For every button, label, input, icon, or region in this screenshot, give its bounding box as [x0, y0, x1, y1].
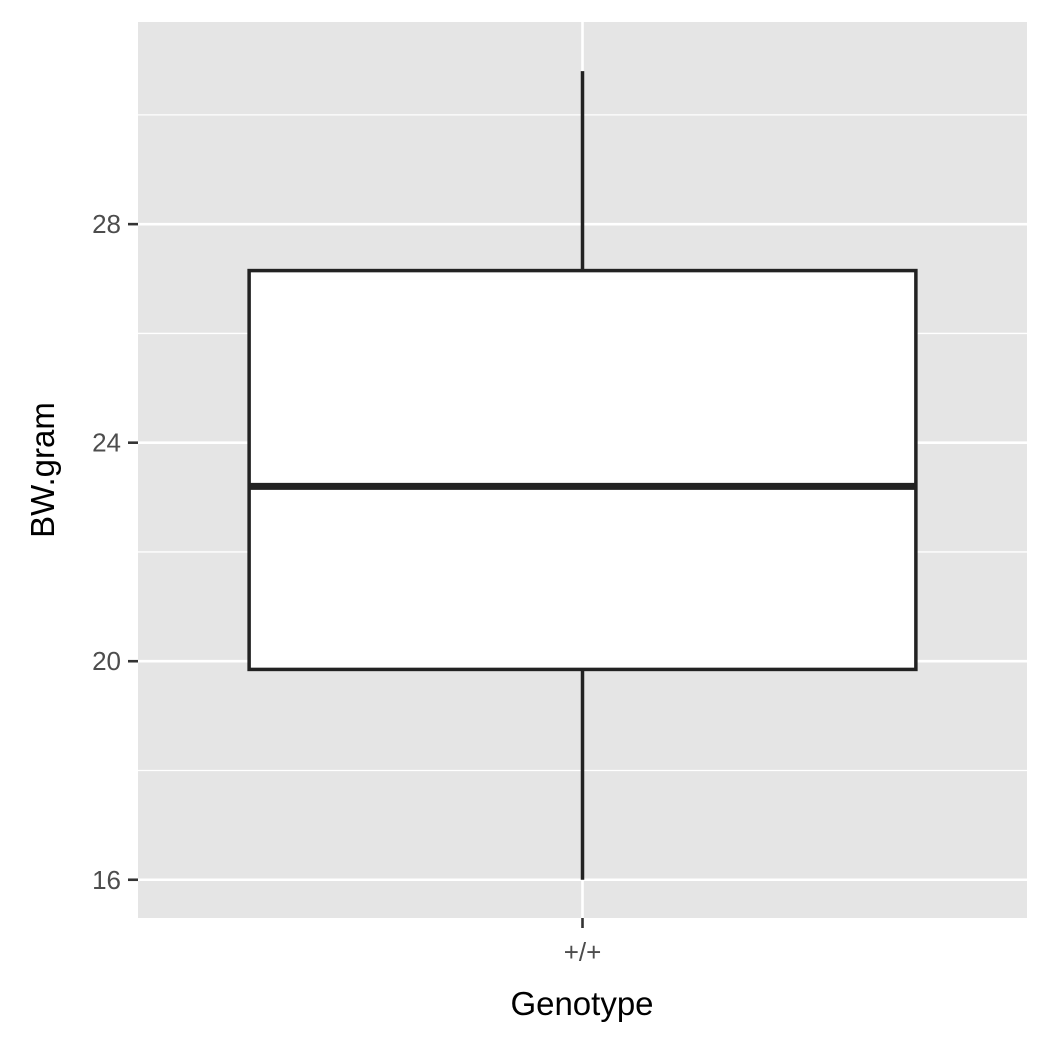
y-axis-title: BW.gram — [24, 402, 61, 538]
y-tick-label: 28 — [92, 209, 121, 239]
y-axis: 16 20 24 28 — [92, 209, 138, 895]
y-tick-label: 20 — [92, 646, 121, 676]
x-tick-label: +/+ — [564, 937, 602, 967]
y-tick-label: 24 — [92, 428, 121, 458]
x-axis: +/+ — [564, 918, 602, 967]
box-layer — [247, 71, 918, 880]
x-axis-title: Genotype — [510, 985, 653, 1022]
box-iqr — [247, 268, 918, 672]
y-tick-label: 16 — [92, 865, 121, 895]
